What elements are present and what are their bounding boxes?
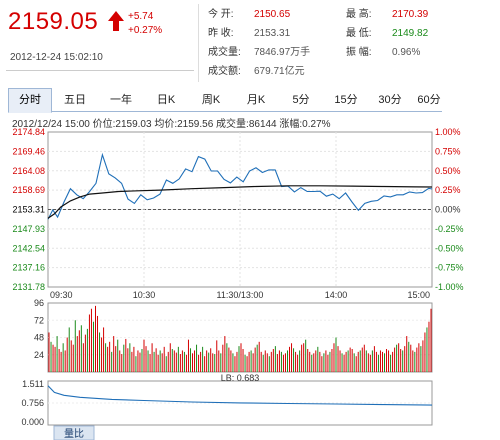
tab-4[interactable]: 周K (201, 94, 221, 106)
price-change-pct: +0.27% (128, 25, 163, 36)
amplitude-label: 振 幅: (346, 47, 372, 58)
tab-6[interactable]: 5分 (292, 94, 310, 106)
x-tick: 14:00 (325, 290, 348, 300)
volume-label: 成交量: (208, 47, 241, 58)
tab-1[interactable]: 五日 (64, 94, 86, 106)
prev-close-label: 昨 收: (208, 28, 234, 39)
prev-close-value: 2153.31 (254, 28, 291, 39)
y-tick-right: 0.00% (435, 205, 461, 215)
x-tick: 09:30 (50, 290, 73, 300)
volume-ratio-tab (53, 425, 95, 440)
tab-3[interactable]: 日K (156, 94, 176, 106)
current-price: 2159.05 (8, 8, 99, 35)
stats-left: 今 开: 2150.65 昨 收: 2153.31 成交量: 7846.97万手 成交… (208, 5, 310, 81)
y-tick-left: 2131.78 (12, 282, 45, 292)
tab-7[interactable]: 15分 (334, 94, 358, 106)
amplitude-value: 0.96% (392, 47, 421, 58)
y-tick-right: 0.75% (435, 146, 461, 156)
x-tick: 10:30 (133, 290, 156, 300)
quote-timestamp: 2012-12-24 15:02:10 (10, 52, 103, 63)
y-tick-left: 2153.31 (12, 205, 45, 215)
open-value: 2150.65 (254, 9, 291, 20)
y-tick-left: 2158.69 (12, 185, 45, 195)
volume-y-tick: 48 (34, 333, 44, 343)
ratio-y-tick: 1.511 (22, 379, 44, 389)
volume-y-tick: 72 (34, 315, 44, 325)
period-tabs: 分时 五日 一年 日K 周K 月K 5分 15分 30分 60分 (8, 88, 442, 113)
tab-2[interactable]: 一年 (110, 94, 132, 106)
tab-5[interactable]: 月K (246, 94, 266, 106)
y-tick-right: 1.00% (435, 127, 461, 137)
x-tick: 11:30/13:00 (217, 290, 264, 300)
amount-value: 679.71亿元 (254, 66, 305, 77)
y-tick-right: 0.50% (435, 166, 461, 176)
y-tick-right: -1.00% (435, 282, 464, 292)
volume-ratio-tab-label[interactable]: 量比 (64, 428, 84, 440)
chart-info-bar: 2012/12/24 15:00 价位:2159.03 均价:2159.56 成… (12, 119, 331, 130)
y-tick-right: -0.75% (435, 263, 464, 273)
y-tick-right: 0.25% (435, 185, 461, 195)
low-value: 2149.82 (392, 28, 429, 39)
y-tick-right: -0.25% (435, 224, 464, 234)
open-label: 今 开: (208, 9, 234, 20)
y-tick-right: -0.50% (435, 243, 464, 253)
ratio-line (47, 385, 433, 406)
price-change: +5.74 (128, 11, 154, 22)
header-separator (198, 4, 199, 82)
tab-9[interactable]: 60分 (417, 94, 441, 106)
y-tick-left: 2142.54 (12, 243, 45, 253)
stats-right: 最 高: 2170.39 最 低: 2149.82 振 幅: 0.96% (346, 5, 428, 62)
volume-y-tick: 24 (34, 350, 44, 360)
y-tick-left: 2147.93 (12, 224, 45, 234)
tab-8[interactable]: 30分 (378, 94, 402, 106)
y-tick-left: 2137.16 (12, 263, 45, 273)
volume-value: 7846.97万手 (254, 47, 311, 58)
volume-y-tick: 96 (34, 298, 44, 308)
up-arrow-icon (108, 11, 124, 31)
ratio-y-tick: 0.756 (21, 398, 44, 408)
ratio-label: LB: 0.683 (221, 373, 260, 383)
price-line (47, 152, 433, 220)
y-tick-left: 2169.46 (12, 146, 45, 156)
y-tick-left: 2164.08 (12, 166, 45, 176)
ratio-y-tick: 0.000 (21, 417, 44, 427)
header-divider (6, 70, 194, 71)
amount-label: 成交额: (208, 66, 241, 77)
low-label: 最 低: (346, 28, 372, 39)
avg-price-line (47, 185, 433, 219)
high-label: 最 高: (346, 9, 372, 20)
x-tick: 15:00 (407, 290, 430, 300)
high-value: 2170.39 (392, 9, 429, 20)
y-tick-left: 2174.84 (12, 127, 45, 137)
tab-0[interactable]: 分时 (8, 88, 52, 113)
price-change-block: +5.74 +0.27% (128, 10, 162, 38)
